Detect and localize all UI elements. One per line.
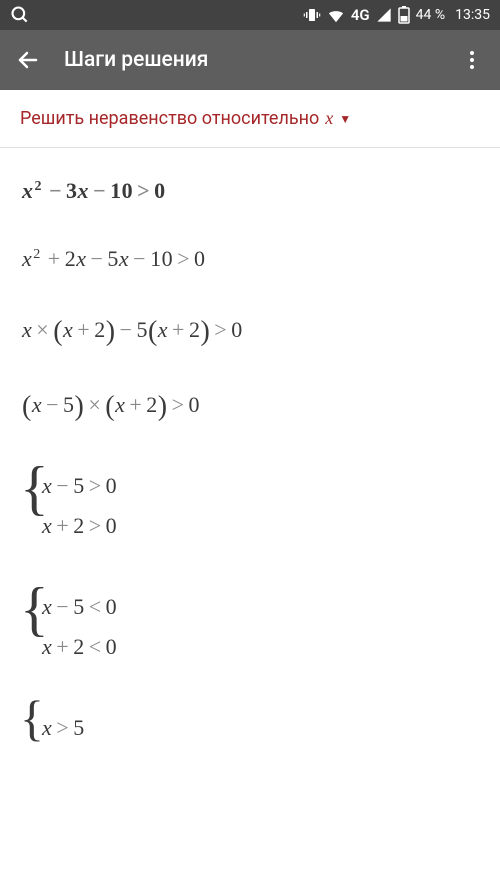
search-icon[interactable] — [10, 5, 30, 25]
more-menu-icon[interactable] — [460, 48, 484, 72]
app-title: Шаги решения — [64, 48, 460, 72]
math-step-6-system: { x−5<0 x+2<0 — [22, 587, 478, 666]
system-line: x+2<0 — [42, 627, 478, 667]
brace-icon: { — [20, 458, 49, 518]
math-step-2: x2+2x−5x−10>0 — [22, 246, 478, 272]
clock: 13:35 — [455, 7, 490, 23]
chevron-down-icon: ▼ — [339, 112, 351, 126]
system-line: x−5<0 — [42, 587, 478, 627]
network-label: 4G — [351, 6, 370, 24]
status-left — [10, 5, 303, 25]
signal-icon — [376, 7, 392, 23]
status-bar: 4G 44 % 13:35 — [0, 0, 500, 30]
vibrate-icon — [303, 6, 321, 24]
brace-icon: { — [20, 579, 49, 639]
math-step-3: x×(x+2)−5(x+2)>0 — [22, 315, 478, 349]
action-variable: x — [325, 108, 333, 129]
action-label: Решить неравенство относительно — [20, 108, 319, 129]
brace-icon: { — [20, 693, 44, 743]
math-step-5-system: { x−5>0 x+2>0 — [22, 466, 478, 545]
math-content: x2−3x−10>0 x2+2x−5x−10>0 x×(x+2)−5(x+2)>… — [0, 148, 500, 820]
math-step-7-system: { x>5 — [22, 708, 478, 748]
action-dropdown[interactable]: Решить неравенство относительно x ▼ — [0, 90, 500, 148]
battery-percent: 44 % — [416, 7, 445, 23]
system-line: x+2>0 — [42, 506, 478, 546]
system-line: x>5 — [42, 708, 478, 748]
app-bar: Шаги решения — [0, 30, 500, 90]
wifi-icon — [327, 6, 345, 24]
battery-icon — [398, 6, 410, 24]
math-step-4: (x−5)×(x+2)>0 — [22, 390, 478, 424]
back-button[interactable] — [16, 48, 40, 72]
math-step-1: x2−3x−10>0 — [22, 178, 478, 204]
system-line: x−5>0 — [42, 466, 478, 506]
status-right: 4G 44 % 13:35 — [303, 6, 490, 24]
